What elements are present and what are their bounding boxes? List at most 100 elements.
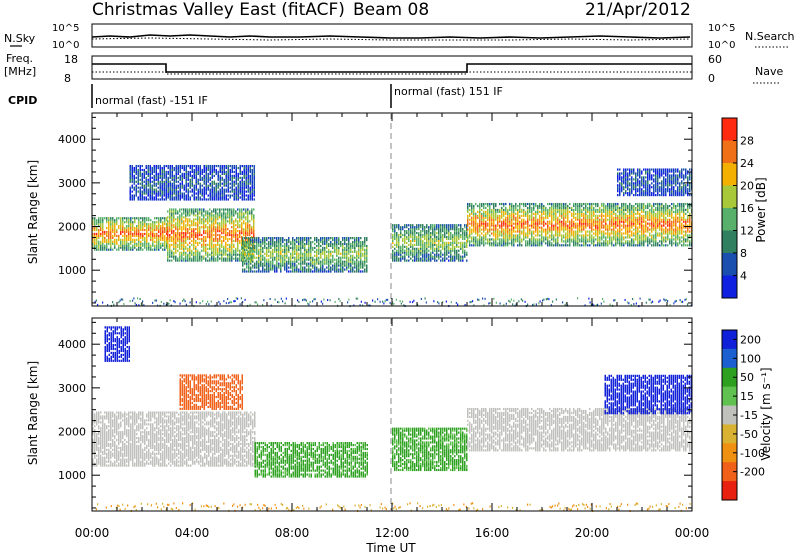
power-pixel <box>412 245 414 248</box>
power-pixel <box>209 259 211 262</box>
power-pixel <box>460 226 462 229</box>
power-pixel <box>209 208 211 211</box>
power-pixel <box>603 244 605 247</box>
power-pixel <box>235 237 237 241</box>
power-pixel <box>250 258 252 261</box>
power-pixel <box>467 204 469 208</box>
power-pixel <box>203 216 205 219</box>
power-pixel <box>597 220 599 223</box>
power-pixel <box>452 239 454 243</box>
power-pixel <box>633 238 635 241</box>
power-pixel <box>110 238 112 241</box>
power-pixel <box>481 218 483 221</box>
power-pixel <box>543 224 545 227</box>
power-pixel <box>495 230 497 233</box>
power-pixel <box>637 234 639 237</box>
power-pixel <box>352 268 354 271</box>
power-pixel <box>637 232 639 235</box>
power-pixel <box>251 249 253 252</box>
power-pixel <box>503 238 505 241</box>
power-pixel <box>651 228 653 231</box>
power-pixel <box>160 232 162 236</box>
power-pixel <box>567 236 569 239</box>
power-pixel <box>579 210 581 214</box>
power-pixel <box>247 222 249 225</box>
power-pixel <box>219 235 221 239</box>
power-pixel <box>404 249 406 252</box>
power-pixel <box>583 234 585 237</box>
power-pixel <box>158 225 160 228</box>
power-pixel <box>655 234 657 237</box>
power-pixel <box>140 248 142 251</box>
power-pixel <box>434 241 436 245</box>
power-pixel <box>422 230 424 233</box>
power-pixel <box>171 218 173 221</box>
power-pixel <box>440 253 442 256</box>
power-pixel <box>563 206 565 210</box>
power-pixel <box>509 220 511 223</box>
power-pixel <box>112 236 114 239</box>
power-pixel <box>94 240 96 243</box>
power-pixel <box>434 247 436 250</box>
power-pixel <box>493 228 495 231</box>
power-pixel <box>396 239 398 243</box>
power-pixel <box>266 237 268 240</box>
power-pixel <box>485 242 487 245</box>
power-pixel <box>617 208 619 212</box>
power-pixel <box>346 237 348 240</box>
power-pixel <box>252 238 254 242</box>
power-pixel <box>164 236 166 239</box>
power-pixel <box>635 224 637 227</box>
power-pixel <box>324 256 326 259</box>
power-pixel <box>148 217 150 220</box>
power-pixel <box>258 266 260 269</box>
power-pixel <box>308 256 310 259</box>
power-pixel <box>519 228 521 231</box>
power-pixel <box>440 243 442 246</box>
power-pixel <box>209 214 211 217</box>
power-pixel <box>253 243 255 246</box>
power-pixel <box>633 242 635 245</box>
power-pixel <box>362 254 364 257</box>
power-pixel <box>256 248 258 251</box>
power-pixel <box>450 249 452 252</box>
power-pixel <box>362 264 364 267</box>
power-pixel <box>450 231 452 235</box>
power-pixel <box>420 235 422 239</box>
power-pixel <box>227 239 229 243</box>
power-pixel <box>233 231 235 235</box>
power-pixel <box>669 214 671 217</box>
power-pixel <box>348 262 350 265</box>
power-pixel <box>491 218 493 221</box>
power-pixel <box>276 264 278 267</box>
power-pixel <box>589 218 591 221</box>
power-pixel <box>541 208 543 212</box>
power-pixel <box>394 230 396 233</box>
power-pixel <box>493 238 495 241</box>
power-pixel <box>310 242 312 246</box>
power-pixel <box>272 248 274 251</box>
power-pixel <box>394 251 396 254</box>
power-pixel <box>247 208 249 211</box>
power-pixel <box>501 212 503 215</box>
power-pixel <box>629 224 631 227</box>
power-pixel <box>523 218 525 221</box>
power-pixel <box>243 220 245 223</box>
power-pixel <box>551 212 553 215</box>
power-pixel <box>254 238 256 242</box>
power-pixel <box>446 230 448 233</box>
power-pixel <box>245 245 247 248</box>
power-pixel <box>231 255 233 258</box>
power-pixel <box>412 247 414 250</box>
power-pixel <box>199 253 201 256</box>
power-pixel <box>416 241 418 245</box>
power-pixel <box>98 230 100 234</box>
power-pixel <box>256 262 258 265</box>
power-pixel <box>110 232 112 236</box>
power-pixel <box>503 244 505 247</box>
power-pixel <box>140 217 142 220</box>
power-pixel <box>647 212 649 215</box>
power-pixel <box>286 270 288 273</box>
power-pixel <box>426 231 428 235</box>
power-pixel <box>114 240 116 243</box>
